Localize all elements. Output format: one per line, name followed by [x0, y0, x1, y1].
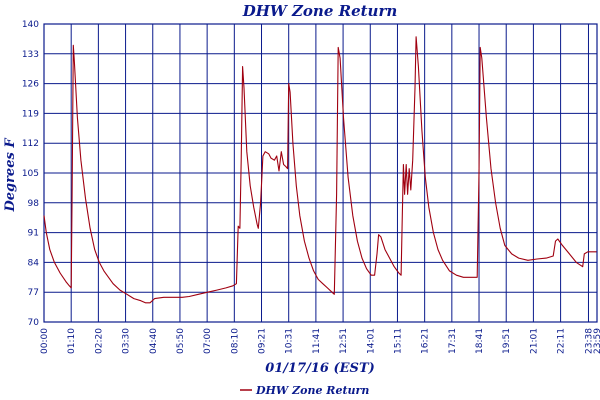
x-tick-label: 05:50	[176, 328, 186, 354]
y-tick-label: 70	[28, 318, 40, 328]
x-tick-label: 01:10	[67, 328, 77, 354]
y-tick-label: 119	[22, 109, 39, 119]
x-tick-label: 15:11	[393, 328, 403, 354]
x-axis-ticks: 00:00 01:10 02:20 03:30 04:40 05:50 07:00 08:10…	[40, 328, 600, 354]
chart-grid	[43, 23, 598, 323]
x-tick-label: 21:01	[529, 328, 539, 354]
x-tick-label: 04:40	[149, 328, 159, 354]
y-tick-label: 84	[28, 258, 40, 268]
y-tick-label: 98	[28, 199, 40, 209]
x-tick-label: 08:10	[230, 328, 240, 354]
y-tick-label: 112	[22, 139, 39, 149]
y-tick-label: 133	[22, 50, 39, 60]
x-tick-label: 18:41	[475, 328, 485, 354]
legend-label: DHW Zone Return	[255, 384, 369, 397]
y-tick-label: 140	[22, 20, 39, 30]
x-tick-label: 17:31	[448, 328, 458, 354]
x-tick-label: 23:38	[584, 328, 594, 354]
x-tick-label: 00:00	[40, 328, 50, 354]
legend: DHW Zone Return	[240, 384, 369, 397]
x-tick-label: 22:11	[557, 328, 567, 354]
x-tick-label: 23:59	[593, 328, 600, 354]
y-tick-label: 105	[22, 169, 39, 179]
plot-area	[43, 36, 597, 304]
chart-title: DHW Zone Return	[242, 2, 398, 20]
x-tick-label: 19:51	[502, 328, 512, 354]
x-tick-label: 07:00	[203, 328, 213, 354]
x-tick-label: 10:31	[285, 328, 295, 354]
y-tick-label: 126	[22, 80, 39, 90]
y-axis-ticks: 70 77 84 91 98 105 112 119 126 133 140	[22, 20, 39, 328]
x-tick-label: 12:51	[339, 328, 349, 354]
series-line	[43, 36, 597, 304]
y-axis-label: Degrees F	[3, 138, 18, 213]
y-tick-label: 91	[28, 229, 39, 239]
x-tick-label: 02:20	[94, 328, 104, 354]
x-tick-label: 11:41	[312, 328, 322, 354]
x-tick-label: 03:30	[122, 328, 132, 354]
x-tick-label: 14:01	[366, 328, 376, 354]
x-tick-label: 09:21	[258, 328, 268, 354]
x-tick-label: 16:21	[421, 328, 431, 354]
y-tick-label: 77	[28, 288, 39, 298]
x-axis-label: 01/17/16 (EST)	[265, 361, 375, 376]
